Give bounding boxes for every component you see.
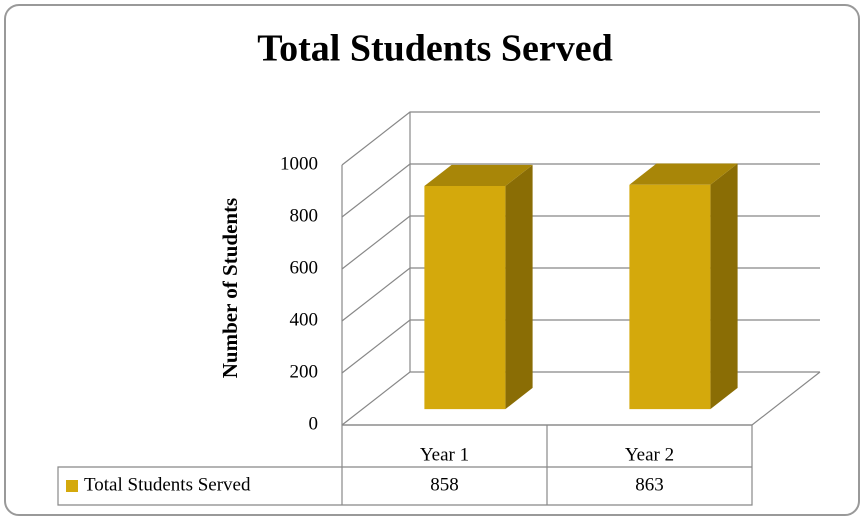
- bar-side: [505, 164, 533, 410]
- bar-front: [424, 186, 506, 410]
- table-grid: [57, 424, 753, 506]
- y-tick-label: 0: [309, 413, 319, 434]
- y-tick-label: 800: [290, 205, 319, 226]
- bar-top: [424, 164, 533, 187]
- bar: [424, 164, 533, 410]
- y-axis-label: Number of Students: [218, 198, 242, 378]
- bar-front: [629, 184, 711, 410]
- x-tick-label: Year 1: [420, 444, 469, 465]
- legend-label: Total Students Served: [84, 474, 251, 495]
- bar: [629, 163, 738, 410]
- bar-side: [710, 163, 738, 410]
- y-tick-label: 400: [290, 309, 319, 330]
- table-value: 858: [430, 474, 459, 495]
- y-tick-label: 600: [290, 257, 319, 278]
- chart-title: Total Students Served: [257, 28, 612, 70]
- x-tick-label: Year 2: [625, 444, 674, 465]
- table-value: 863: [635, 474, 664, 495]
- y-tick-label: 1000: [280, 153, 318, 174]
- y-tick-label: 200: [290, 361, 319, 382]
- legend-key: [66, 480, 78, 492]
- grid-line: [341, 111, 820, 166]
- bar-top: [629, 163, 738, 185]
